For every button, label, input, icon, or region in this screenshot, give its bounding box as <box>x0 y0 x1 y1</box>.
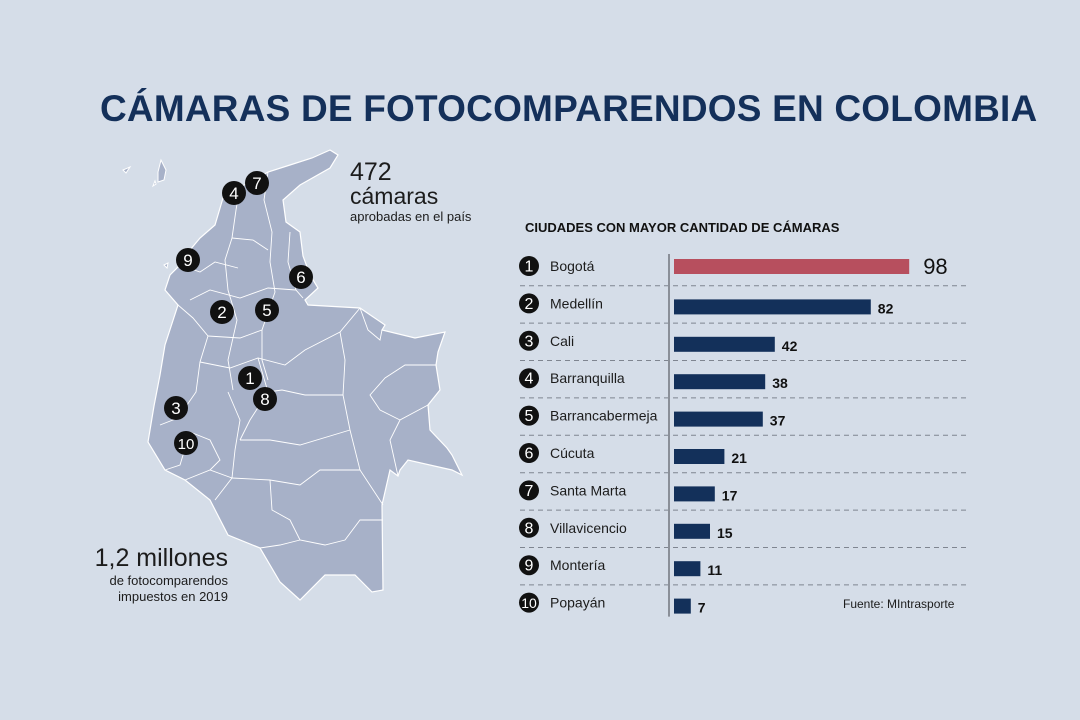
rank-marker <box>519 405 539 426</box>
page-title: CÁMARAS DE FOTOCOMPARENDOS EN COLOMBIA <box>100 88 1038 129</box>
svg-text:7: 7 <box>252 174 261 193</box>
rank-marker <box>519 555 539 576</box>
rank-number: 3 <box>525 333 534 350</box>
marker-villavicencio: 8 <box>253 387 277 411</box>
cameras-description: aprobadas en el país <box>350 209 472 224</box>
cameras-unit: cámaras <box>350 183 439 209</box>
fines-description-line2: impuestos en 2019 <box>118 588 228 604</box>
svg-text:9: 9 <box>183 251 192 270</box>
cameras-stat: 472 cámaras aprobadas en el país <box>350 158 472 224</box>
bar <box>674 259 910 274</box>
bar <box>674 523 710 539</box>
svg-text:3: 3 <box>171 399 180 418</box>
svg-text:10: 10 <box>178 436 195 453</box>
bar <box>674 561 701 577</box>
value-label: 7 <box>698 600 706 616</box>
marker-barranquilla: 4 <box>222 181 246 205</box>
rank-number: 4 <box>525 371 534 388</box>
category-label: Cali <box>550 333 574 349</box>
small-island <box>163 262 169 270</box>
value-label: 15 <box>717 525 733 541</box>
svg-text:5: 5 <box>262 301 271 320</box>
bar <box>674 449 725 464</box>
source-note: Fuente: MIntrasporte <box>843 597 955 611</box>
value-label: 98 <box>923 254 947 279</box>
marker-cucuta: 6 <box>289 265 313 289</box>
rank-marker <box>519 480 539 501</box>
department-borders <box>159 171 436 549</box>
svg-text:2: 2 <box>217 303 226 322</box>
value-label: 17 <box>722 487 738 503</box>
rank-marker <box>519 330 539 351</box>
value-label: 38 <box>772 375 788 391</box>
city-markers: 4 7 9 6 2 5 1 8 <box>164 171 313 455</box>
rank-marker <box>519 517 539 538</box>
value-label: 82 <box>878 300 894 316</box>
rank-marker <box>519 368 539 389</box>
bar <box>674 374 766 390</box>
fines-description-line1: de fotocomparendos <box>109 572 228 588</box>
rank-number: 7 <box>525 483 534 500</box>
svg-text:1: 1 <box>245 369 254 388</box>
value-label: 21 <box>731 450 747 466</box>
rank-number: 10 <box>521 595 537 611</box>
rank-number: 1 <box>525 259 534 276</box>
rank-number: 9 <box>525 558 534 575</box>
rank-number: 2 <box>525 296 534 313</box>
category-label: Popayán <box>550 595 605 611</box>
category-label: Barrancabermeja <box>550 408 658 424</box>
value-label: 42 <box>782 338 798 354</box>
category-label: Villavicencio <box>550 520 627 536</box>
category-label: Cúcuta <box>550 445 595 461</box>
rank-marker <box>519 592 539 613</box>
colombia-map: 4 7 9 6 2 5 1 8 <box>122 149 464 601</box>
rank-number: 8 <box>525 520 534 537</box>
marker-monteria: 9 <box>176 248 200 272</box>
category-label: Barranquilla <box>550 370 625 386</box>
marker-popayan: 10 <box>174 431 198 455</box>
bar <box>674 486 715 502</box>
small-island <box>122 165 132 174</box>
providencia-island <box>151 179 157 188</box>
category-label: Bogotá <box>550 258 595 274</box>
svg-text:4: 4 <box>229 184 238 203</box>
marker-santa-marta: 7 <box>245 171 269 195</box>
san-andres-island <box>157 158 167 183</box>
rank-marker <box>519 293 539 314</box>
marker-barrancabermeja: 5 <box>255 298 279 322</box>
rank-marker <box>519 256 539 276</box>
category-label: Medellín <box>550 295 603 311</box>
value-label: 11 <box>707 562 722 578</box>
bar <box>674 598 691 614</box>
rank-number: 5 <box>525 408 534 425</box>
bar <box>674 336 775 352</box>
marker-medellin: 2 <box>210 300 234 324</box>
rank-number: 6 <box>525 446 534 463</box>
bar <box>674 299 871 315</box>
category-label: Montería <box>550 557 605 573</box>
value-label: 37 <box>770 413 786 429</box>
rank-marker <box>519 443 539 463</box>
fines-stat: 1,2 millones de fotocomparendos impuesto… <box>40 544 228 605</box>
cameras-number: 472 <box>350 158 392 186</box>
category-label: Santa Marta <box>550 482 626 498</box>
svg-text:8: 8 <box>260 390 269 409</box>
marker-bogota: 1 <box>238 366 262 390</box>
chart-title: CIUDADES CON MAYOR CANTIDAD DE CÁMARAS <box>525 220 840 235</box>
marker-cali: 3 <box>164 396 188 420</box>
bar <box>674 411 763 427</box>
svg-text:6: 6 <box>296 268 305 287</box>
fines-number: 1,2 millones <box>94 544 228 572</box>
